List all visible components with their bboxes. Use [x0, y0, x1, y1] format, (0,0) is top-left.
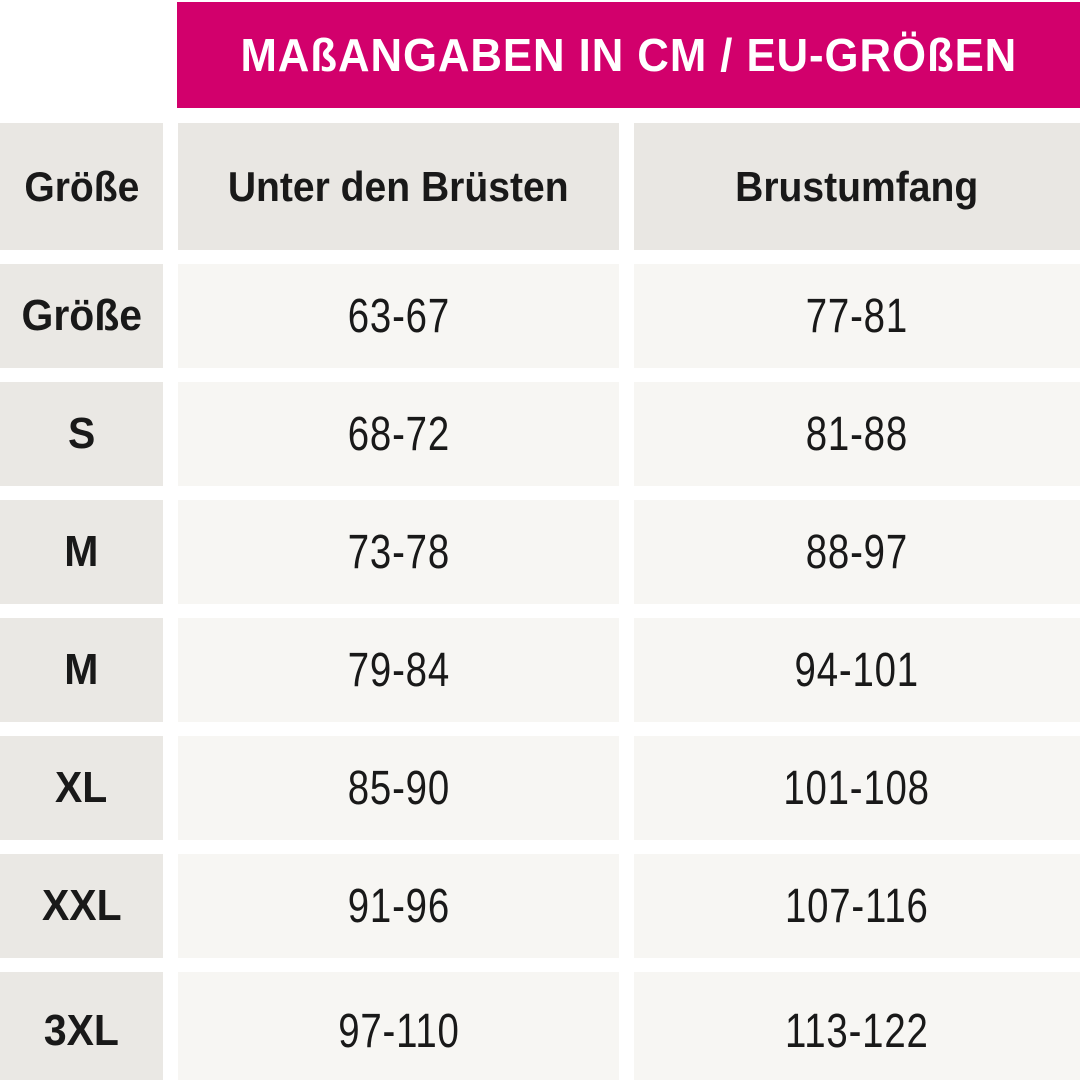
underbust-value: 85-90 [347, 761, 450, 815]
size-label: XL [55, 763, 108, 812]
underbust-value-cell: 73-78 [178, 500, 619, 604]
underbust-value: 91-96 [347, 879, 450, 933]
header-underbust-label: Unter den Brüsten [228, 162, 569, 210]
header-cell-size: Größe [0, 123, 163, 250]
size-label: M [64, 645, 99, 694]
underbust-value-cell: 79-84 [178, 618, 619, 722]
underbust-value-cell: 85-90 [178, 736, 619, 840]
title-banner: MAßANGABEN IN CM / EU-GRÖßEN [177, 2, 1080, 108]
table-row: S 68-72 81-88 [0, 382, 1080, 486]
header-size-label: Größe [23, 162, 140, 210]
bust-value: 81-88 [805, 407, 909, 461]
bust-value-cell: 81-88 [634, 382, 1080, 486]
size-label-cell: M [0, 618, 163, 722]
bust-value-cell: 88-97 [634, 500, 1080, 604]
size-label: M [64, 527, 99, 576]
size-label: Größe [21, 291, 142, 340]
bust-value-cell: 113-122 [634, 972, 1080, 1080]
table-header-row: Größe Unter den Brüsten Brustumfang [0, 123, 1080, 250]
size-label-cell: S [0, 382, 163, 486]
bust-value-cell: 77-81 [634, 264, 1080, 368]
underbust-value: 79-84 [347, 643, 450, 697]
size-label: S [67, 409, 96, 458]
table-row: XXL 91-96 107-116 [0, 854, 1080, 958]
bust-value: 113-122 [785, 1004, 929, 1058]
bust-value-cell: 107-116 [634, 854, 1080, 958]
title-banner-text: MAßANGABEN IN CM / EU-GRÖßEN [240, 29, 1017, 81]
size-label: 3XL [43, 1006, 120, 1055]
underbust-value-cell: 91-96 [178, 854, 619, 958]
underbust-value: 63-67 [347, 289, 450, 343]
size-label-cell: XL [0, 736, 163, 840]
bust-value: 94-101 [794, 643, 920, 697]
table-row: XL 85-90 101-108 [0, 736, 1080, 840]
size-label-cell: Größe [0, 264, 163, 368]
header-bust-label: Brustumfang [735, 162, 979, 210]
underbust-value-cell: 97-110 [178, 972, 619, 1080]
bust-value: 101-108 [783, 761, 931, 815]
bust-value-cell: 94-101 [634, 618, 1080, 722]
underbust-value: 68-72 [347, 407, 450, 461]
size-table: Größe Unter den Brüsten Brustumfang Größ… [0, 123, 1080, 1080]
size-label: XXL [41, 881, 122, 930]
size-label-cell: 3XL [0, 972, 163, 1080]
underbust-value-cell: 68-72 [178, 382, 619, 486]
underbust-value-cell: 63-67 [178, 264, 619, 368]
bust-value: 107-116 [785, 879, 929, 933]
table-row: M 79-84 94-101 [0, 618, 1080, 722]
header-cell-underbust: Unter den Brüsten [178, 123, 619, 250]
header-cell-bust: Brustumfang [634, 123, 1080, 250]
size-label-cell: XXL [0, 854, 163, 958]
bust-value: 88-97 [805, 525, 909, 579]
underbust-value: 97-110 [337, 1004, 460, 1058]
bust-value-cell: 101-108 [634, 736, 1080, 840]
table-row: 3XL 97-110 113-122 [0, 972, 1080, 1080]
underbust-value: 73-78 [347, 525, 450, 579]
bust-value: 77-81 [805, 289, 909, 343]
size-label-cell: M [0, 500, 163, 604]
table-row: Größe 63-67 77-81 [0, 264, 1080, 368]
table-row: M 73-78 88-97 [0, 500, 1080, 604]
